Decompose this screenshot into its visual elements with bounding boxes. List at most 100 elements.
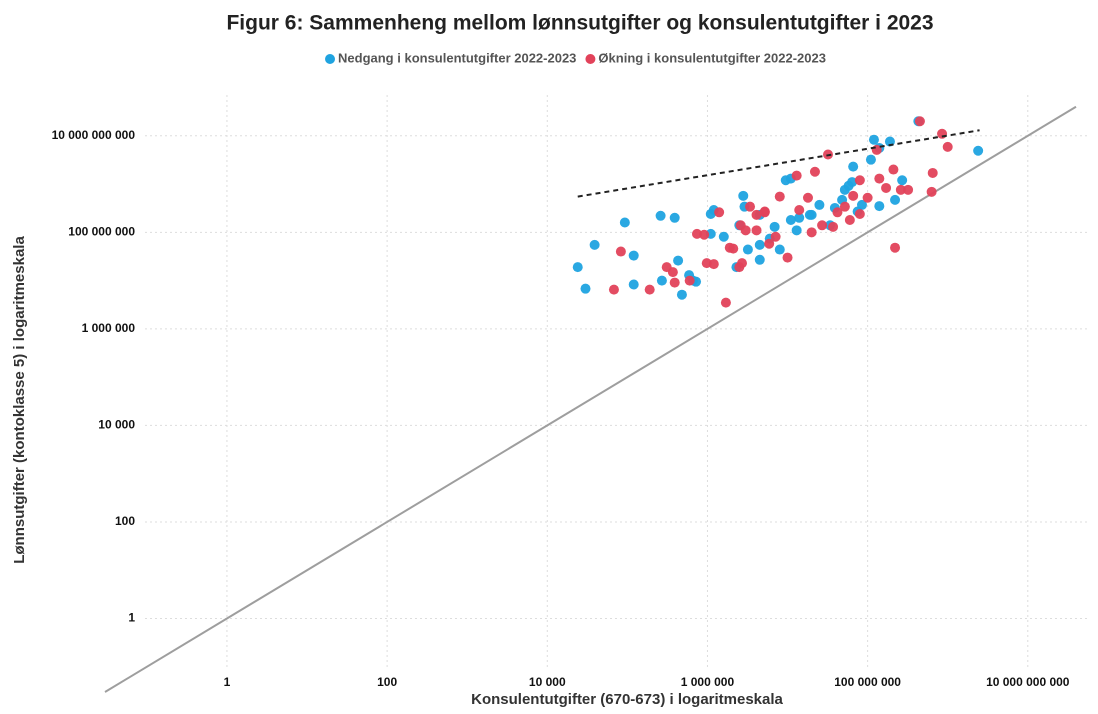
x-tick-label: 1 [224,675,231,689]
scatter-point [856,199,867,210]
scatter-point [862,192,873,203]
legend-label: Nedgang i konsulentutgifter 2022-2023 [338,50,576,65]
scatter-point [720,297,731,308]
scatter-point [669,277,680,288]
scatter-point [644,284,655,295]
scatter-point [782,252,793,263]
scatter-point [942,141,953,152]
scatter-point [897,175,908,186]
legend-label: Økning i konsulentutgifter 2022-2023 [598,50,826,65]
scatter-point [589,239,600,250]
scatter-point [656,275,667,286]
scatter-point [914,116,925,127]
scatter-point [667,267,678,278]
scatter-point [854,208,865,219]
scatter-point [791,170,802,181]
scatter-point [868,134,879,145]
scatter-point [728,243,739,254]
legend-marker [585,54,596,64]
reference-line [104,105,1077,693]
scatter-point [718,231,729,242]
scatter-point [714,207,725,218]
scatter-point [742,244,753,255]
scatter-point [848,190,859,201]
scatter-point [806,227,817,238]
scatter-point [628,279,639,290]
trend-line [577,129,980,198]
scatter-point [759,207,770,218]
x-tick-label: 10 000 [529,675,566,689]
scatter-point [890,242,901,253]
scatter-point [874,173,885,184]
scatter-point [774,191,785,202]
scatter-point [844,215,855,226]
scatter-point [832,207,843,218]
scatter-point [839,201,850,212]
scatter-point [828,221,839,232]
legend-marker [325,54,336,64]
scatter-point [874,201,885,212]
scatter-point [738,190,749,201]
scatter-point [580,283,591,294]
scatter-point [794,205,805,216]
scatter-point [608,284,619,295]
y-tick-label: 10 000 000 000 [52,128,136,142]
scatter-point [785,215,796,226]
scatter-point [628,250,639,261]
chart-title: Figur 6: Sammenheng mellom lønnsutgifter… [226,12,933,35]
scatter-point [895,184,906,195]
y-tick-label: 10 000 [98,418,135,432]
scatter-point [854,175,865,186]
scatter-point [881,182,892,193]
scatter-point [817,220,828,231]
scatter-point [699,229,710,240]
y-tick-label: 100 000 000 [68,225,135,239]
scatter-point [890,194,901,205]
scatter-point [673,255,684,266]
x-tick-label: 100 000 000 [834,675,901,689]
scatter-point [655,210,666,221]
y-tick-label: 100 [115,514,135,528]
scatter-point [769,221,780,232]
scatter-point [806,209,817,220]
scatter-point [754,254,765,265]
scatter-point [615,246,626,257]
scatter-point [751,225,762,236]
y-tick-label: 1 000 000 [82,321,136,335]
scatter-point [754,239,765,250]
scatter-point [848,161,859,172]
scatter-point [751,209,762,220]
scatter-point [847,177,858,188]
scatter-point [736,258,747,269]
scatter-point [888,164,899,175]
scatter-point [774,244,785,255]
x-tick-label: 1 000 000 [681,675,735,689]
legend: Nedgang i konsulentutgifter 2022-2023 Økn… [325,50,826,65]
scatter-point [802,192,813,203]
scatter-point [684,275,695,286]
scatter-point [926,186,937,197]
scatter-point [973,145,984,156]
x-tick-label: 10 000 000 000 [986,675,1070,689]
scatter-point [619,217,630,228]
y-axis-label: Lønnsutgifter (kontoklasse 5) i logaritm… [11,236,28,564]
scatter-point [903,184,914,195]
scatter-point [794,212,805,223]
scatter-point [735,220,746,231]
scatter-point [927,167,938,178]
scatter-point [708,259,719,270]
x-tick-label: 100 [377,675,397,689]
scatter-point [809,166,820,177]
scatter-point [770,231,781,242]
scatter-point [791,225,802,236]
scatter-point [745,201,756,212]
scatter-point [814,199,825,210]
scatter-point [865,154,876,165]
y-tick-label: 1 [128,611,135,625]
scatter-point [764,238,775,249]
scatter-point [676,289,687,300]
scatter-point [572,262,583,273]
x-axis-label: Konsulentutgifter (670-673) i logaritmes… [471,691,783,708]
scatter-point [669,212,680,223]
